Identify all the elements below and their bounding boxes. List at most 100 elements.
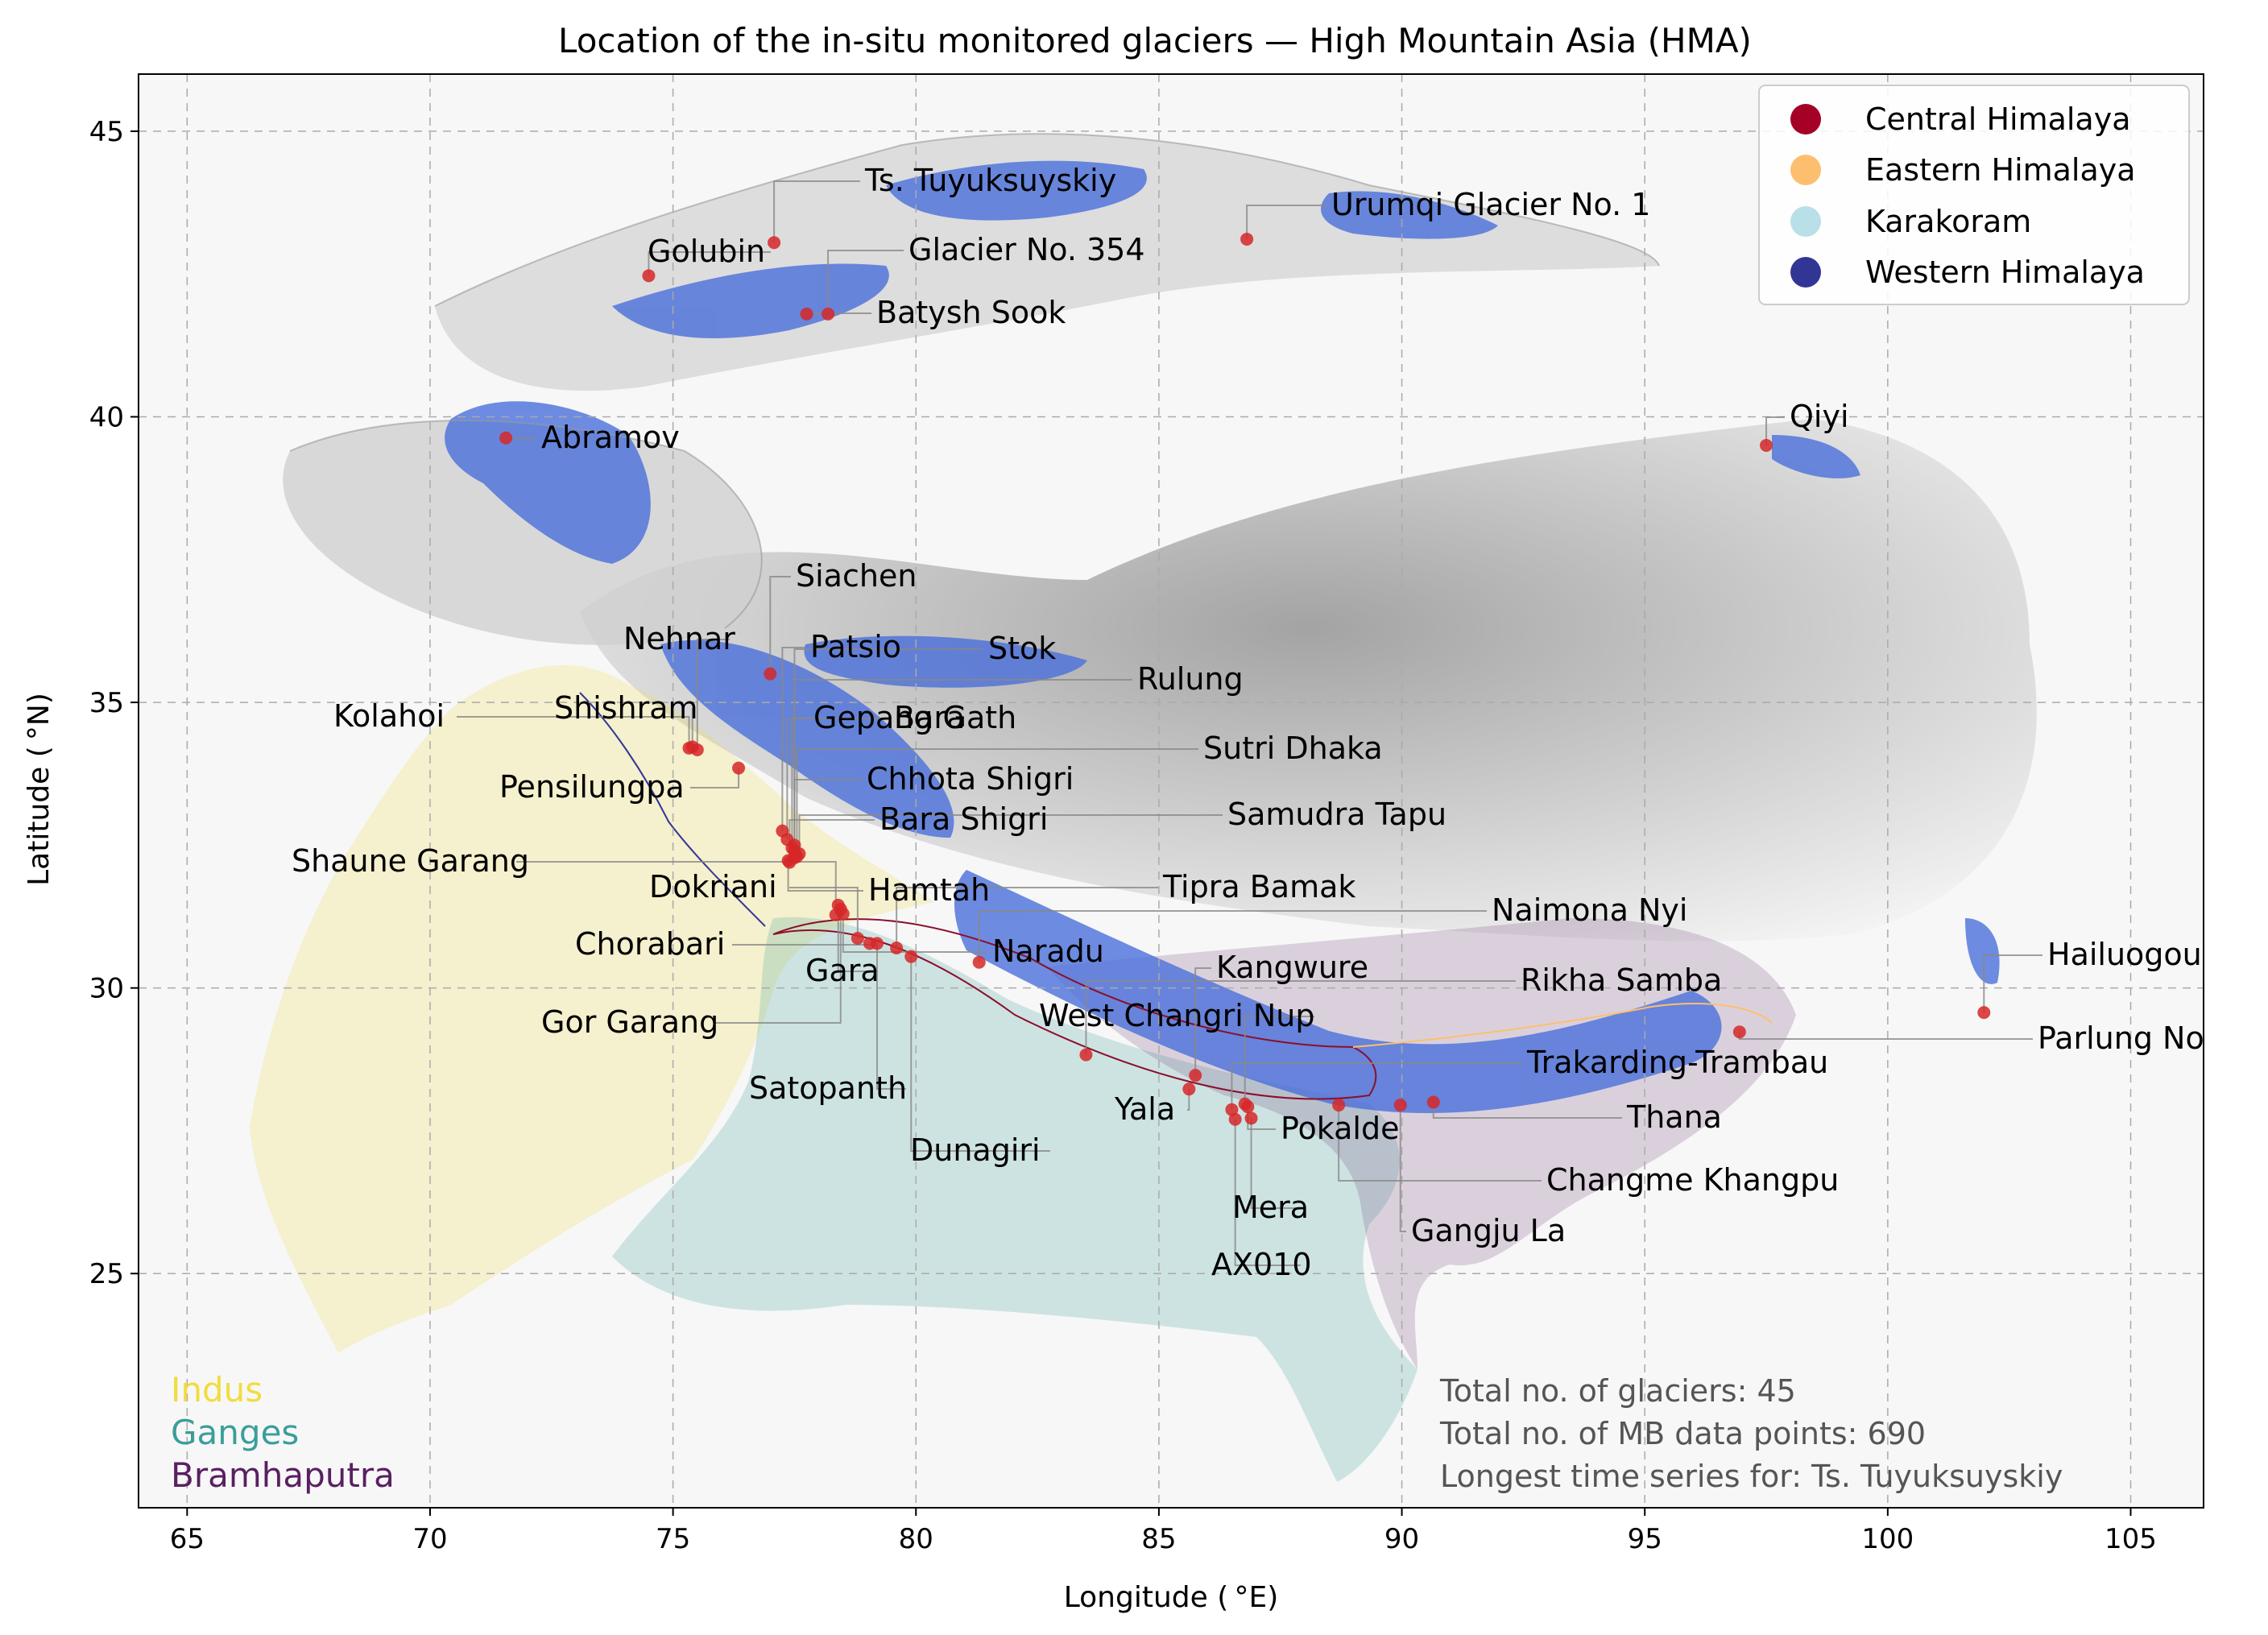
connector-line (1194, 967, 1211, 1076)
connector-line (787, 860, 863, 892)
glacier-point[interactable] (1332, 1099, 1346, 1112)
connector-line (457, 716, 690, 748)
x-tick-label: 90 (1384, 1523, 1419, 1555)
glacier-point[interactable] (1760, 438, 1773, 452)
label-connectors (457, 180, 2042, 1266)
connector-line (1231, 1062, 1522, 1110)
glacier-label: Bara Shigri (879, 801, 1048, 837)
connector-line (648, 251, 771, 276)
glacier-point[interactable] (732, 761, 746, 775)
connector-line (1085, 980, 1516, 1055)
x-axis-label: Longitude ( °E) (1064, 1581, 1279, 1614)
glacier-label: Siachen (796, 558, 917, 594)
connector-line (691, 708, 694, 747)
legend-marker-karakoram (1790, 206, 1821, 237)
glacier-label: Rikha Samba (1521, 962, 1722, 998)
glacier-label: Hailuogou (2047, 937, 2202, 972)
glacier-label: Shaune Garang (292, 843, 529, 879)
y-axis: 25 30 35 40 45 (89, 116, 139, 1290)
glacier-point[interactable] (834, 902, 847, 916)
glacier-point[interactable] (685, 740, 699, 754)
glacier-point[interactable] (871, 937, 884, 950)
glacier-point[interactable] (1182, 1082, 1196, 1096)
connector-line (1399, 1105, 1406, 1232)
connector-line (690, 768, 740, 789)
glacier-label: Pensilungpa (499, 769, 685, 805)
glacier-point[interactable] (793, 847, 806, 861)
stat-longest-series: Longest time series for: Ts. Tuyuksuyski… (1440, 1459, 2063, 1494)
connector-line (837, 904, 878, 972)
glacier-point[interactable] (764, 667, 777, 681)
connector-line (715, 909, 842, 1024)
glacier-point[interactable] (904, 950, 918, 963)
stat-total-glaciers: Total no. of glaciers: 45 (1439, 1373, 1796, 1409)
indus-basin (250, 665, 934, 1353)
x-axis: 65 70 75 80 85 90 95 100 105 (170, 1508, 2157, 1555)
connector-line (1338, 1105, 1542, 1182)
glacier-point[interactable] (1393, 1099, 1407, 1112)
glacier-label: Satopanth (749, 1070, 907, 1106)
chart-title: Location of the in-situ monitored glacie… (558, 21, 1752, 60)
glacier-point[interactable] (1225, 1103, 1239, 1116)
x-tick-label: 100 (1861, 1523, 1914, 1555)
glacier-point[interactable] (1732, 1025, 1746, 1039)
legend-label-karakoram: Karakoram (1865, 204, 2031, 239)
legend-box (1758, 85, 2190, 305)
y-tick-label: 35 (89, 687, 124, 719)
map-area: Ts. Tuyuksuyskiy Urumqi Glacier No. 1 Golu… (139, 74, 2204, 1508)
glacier-label: Samudra Tapu (1227, 797, 1446, 832)
glacier-label: Sutri Dhaka (1203, 731, 1383, 766)
glacier-label: Tipra Bamak (1162, 869, 1355, 904)
x-tick-label: 65 (170, 1523, 205, 1555)
glacier-label: Gor Garang (541, 1004, 718, 1040)
glacier-label: Gepang Gath (813, 700, 1016, 735)
glacier-point[interactable] (1079, 1048, 1093, 1062)
glacier-label: Abramov (541, 420, 680, 455)
glacier-point[interactable] (1189, 1069, 1202, 1082)
basin-label-bramhaputra: Bramhaputra (171, 1455, 395, 1495)
glacier-label: Nehnar (623, 621, 735, 656)
glacier-point[interactable] (890, 942, 904, 955)
connector-line (1244, 1016, 1314, 1104)
connector-line (781, 647, 805, 831)
glacier-label: Gangju La (1411, 1213, 1566, 1248)
glacier-point[interactable] (781, 854, 795, 867)
connector-line (791, 718, 889, 848)
glacier-point[interactable] (1426, 1095, 1440, 1109)
x-tick-label: 80 (899, 1523, 933, 1555)
y-tick-label: 45 (89, 116, 124, 148)
glacier-point[interactable] (1240, 232, 1254, 246)
glacier-point[interactable] (800, 307, 813, 321)
legend-marker-western-himalaya (1790, 257, 1821, 288)
legend-label-central-himalaya: Central Himalaya (1865, 101, 2131, 137)
glacier-point[interactable] (1977, 1006, 1991, 1020)
connector-line (1234, 1119, 1301, 1266)
glacier-label: Gara (805, 953, 879, 988)
y-tick-label: 40 (89, 401, 124, 433)
connector-line (910, 956, 1050, 1152)
legend-marker-central-himalaya (1790, 104, 1821, 135)
glacier-label: Batysh Sook (876, 295, 1066, 330)
ganges-basin (612, 917, 1418, 1482)
glacier-label: Dokriani (649, 869, 777, 904)
legend-label-eastern-himalaya: Eastern Himalaya (1865, 152, 2136, 188)
glacier-label: Kolahoi (333, 698, 445, 734)
glacier-point[interactable] (972, 955, 986, 969)
glacier-point[interactable] (1228, 1112, 1242, 1126)
connector-line (796, 748, 1198, 857)
glacier-point[interactable] (850, 931, 864, 945)
glacier-label: Chorabari (575, 926, 725, 962)
connector-line (1765, 416, 1785, 445)
glacier-point[interactable] (499, 431, 513, 445)
connector-line (773, 180, 860, 243)
glacier-point[interactable] (1241, 1100, 1255, 1114)
glacier-label: Trakarding-Trambau (1526, 1045, 1828, 1080)
glacier-point[interactable] (642, 269, 656, 283)
glacier-point[interactable] (822, 307, 835, 321)
glacier-label: Rulung (1137, 661, 1244, 697)
glacier-point[interactable] (768, 236, 781, 250)
connector-line (1246, 205, 1326, 239)
glacier-point[interactable] (1244, 1111, 1258, 1125)
x-tick-label: 70 (412, 1523, 447, 1555)
glacier-label: Yala (1114, 1091, 1175, 1127)
